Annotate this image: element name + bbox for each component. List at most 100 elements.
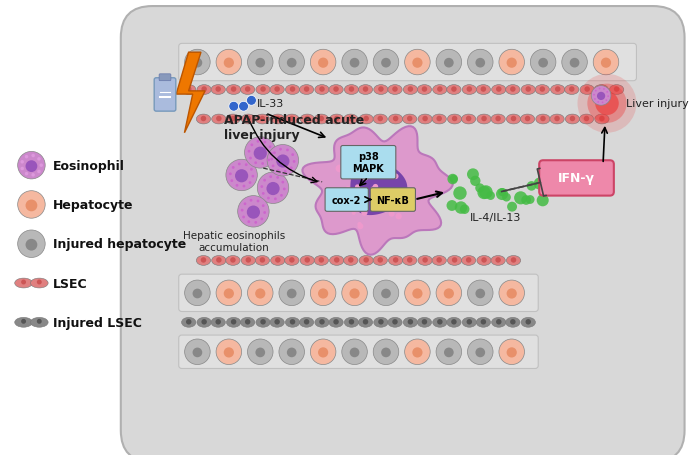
Ellipse shape — [476, 85, 491, 95]
Ellipse shape — [551, 85, 565, 95]
Circle shape — [342, 280, 368, 306]
Text: Hepatocyte: Hepatocyte — [53, 198, 134, 212]
Circle shape — [460, 205, 470, 214]
Circle shape — [468, 50, 493, 76]
Circle shape — [37, 170, 41, 174]
Circle shape — [318, 117, 324, 122]
Circle shape — [599, 117, 605, 122]
Circle shape — [363, 319, 368, 325]
Ellipse shape — [181, 85, 196, 95]
Circle shape — [318, 347, 328, 358]
Ellipse shape — [226, 256, 240, 266]
Circle shape — [224, 58, 234, 69]
Circle shape — [290, 319, 295, 325]
Circle shape — [602, 102, 603, 104]
Ellipse shape — [15, 318, 32, 328]
Circle shape — [507, 289, 517, 299]
Circle shape — [594, 99, 596, 101]
Ellipse shape — [565, 85, 579, 95]
Circle shape — [350, 59, 359, 68]
Circle shape — [251, 175, 254, 178]
Circle shape — [378, 87, 384, 93]
Circle shape — [193, 348, 202, 358]
Circle shape — [598, 89, 601, 90]
Ellipse shape — [374, 85, 388, 95]
Circle shape — [186, 87, 192, 93]
Circle shape — [37, 158, 41, 161]
Circle shape — [229, 102, 239, 112]
Circle shape — [555, 87, 561, 93]
Circle shape — [366, 167, 374, 174]
Circle shape — [355, 185, 360, 190]
Circle shape — [18, 191, 46, 219]
Ellipse shape — [344, 115, 358, 125]
Circle shape — [537, 195, 549, 207]
Circle shape — [334, 117, 340, 122]
Circle shape — [241, 209, 244, 212]
Circle shape — [287, 348, 297, 358]
Circle shape — [407, 87, 413, 93]
Circle shape — [201, 117, 206, 122]
Ellipse shape — [358, 318, 372, 328]
Circle shape — [247, 206, 260, 219]
Text: Injured LSEC: Injured LSEC — [53, 316, 142, 329]
Ellipse shape — [196, 256, 211, 266]
Ellipse shape — [403, 318, 417, 328]
Circle shape — [293, 161, 295, 163]
FancyBboxPatch shape — [539, 161, 614, 196]
Circle shape — [538, 59, 548, 68]
Circle shape — [274, 198, 276, 201]
Ellipse shape — [462, 318, 477, 328]
Ellipse shape — [566, 115, 580, 125]
Ellipse shape — [550, 115, 564, 125]
Circle shape — [260, 117, 265, 122]
Circle shape — [263, 141, 266, 144]
Circle shape — [373, 50, 399, 76]
Circle shape — [287, 289, 297, 299]
FancyBboxPatch shape — [370, 188, 416, 212]
Circle shape — [186, 319, 192, 325]
Circle shape — [437, 87, 442, 93]
Circle shape — [269, 146, 272, 149]
Circle shape — [377, 171, 384, 178]
Circle shape — [267, 197, 270, 200]
Circle shape — [272, 165, 274, 168]
Circle shape — [392, 319, 398, 325]
Circle shape — [246, 257, 251, 263]
Circle shape — [407, 257, 412, 263]
Circle shape — [350, 190, 356, 196]
Ellipse shape — [30, 279, 48, 288]
Circle shape — [373, 280, 399, 306]
Text: IFN-γ: IFN-γ — [558, 172, 595, 185]
Circle shape — [185, 280, 210, 306]
Circle shape — [245, 319, 251, 325]
Circle shape — [287, 59, 297, 68]
Circle shape — [526, 182, 536, 191]
Circle shape — [346, 190, 351, 194]
Circle shape — [449, 175, 458, 184]
Circle shape — [263, 179, 266, 182]
Circle shape — [531, 50, 556, 76]
Circle shape — [510, 87, 516, 93]
Circle shape — [392, 87, 398, 93]
FancyBboxPatch shape — [154, 78, 176, 112]
Circle shape — [374, 161, 382, 169]
Ellipse shape — [329, 318, 343, 328]
Circle shape — [597, 93, 606, 101]
Circle shape — [412, 58, 423, 69]
Ellipse shape — [344, 256, 358, 266]
Circle shape — [412, 347, 423, 358]
Circle shape — [20, 168, 24, 171]
Ellipse shape — [344, 318, 358, 328]
Circle shape — [318, 289, 328, 299]
Ellipse shape — [477, 115, 491, 125]
Circle shape — [185, 339, 210, 365]
Circle shape — [363, 117, 369, 122]
Ellipse shape — [197, 85, 211, 95]
Circle shape — [393, 174, 398, 179]
Ellipse shape — [358, 85, 372, 95]
Circle shape — [467, 169, 479, 181]
Circle shape — [20, 161, 24, 164]
Ellipse shape — [241, 85, 255, 95]
Circle shape — [216, 257, 222, 263]
